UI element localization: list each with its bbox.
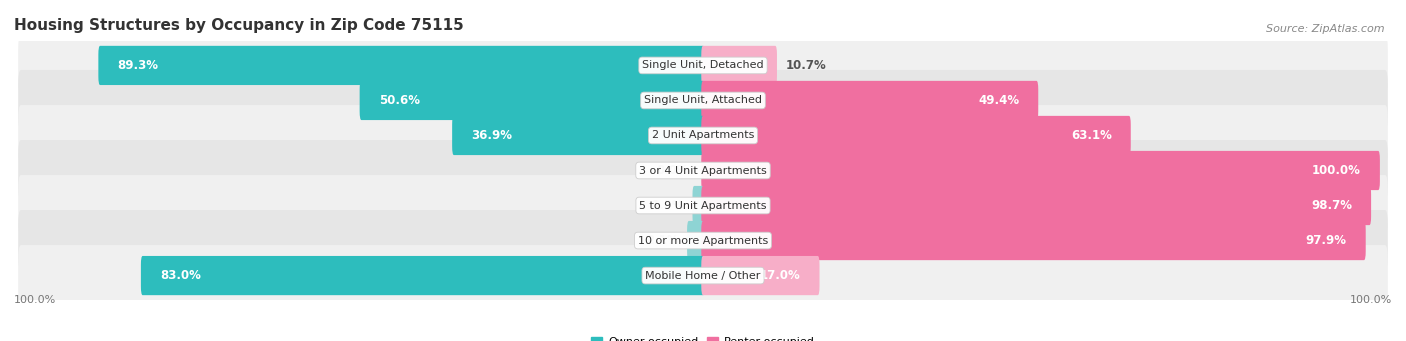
Text: Housing Structures by Occupancy in Zip Code 75115: Housing Structures by Occupancy in Zip C… — [14, 18, 464, 33]
FancyBboxPatch shape — [702, 186, 1371, 225]
Text: 2 Unit Apartments: 2 Unit Apartments — [652, 131, 754, 140]
Text: 5 to 9 Unit Apartments: 5 to 9 Unit Apartments — [640, 201, 766, 210]
Text: 83.0%: 83.0% — [160, 269, 201, 282]
FancyBboxPatch shape — [702, 151, 1379, 190]
FancyBboxPatch shape — [693, 186, 704, 225]
FancyBboxPatch shape — [18, 105, 1388, 166]
FancyBboxPatch shape — [702, 46, 778, 85]
Text: 17.0%: 17.0% — [759, 269, 800, 282]
FancyBboxPatch shape — [18, 210, 1388, 271]
FancyBboxPatch shape — [453, 116, 704, 155]
Text: 10.7%: 10.7% — [786, 59, 827, 72]
Text: 1.3%: 1.3% — [651, 199, 683, 212]
FancyBboxPatch shape — [141, 256, 704, 295]
Text: Source: ZipAtlas.com: Source: ZipAtlas.com — [1267, 24, 1385, 34]
Text: 63.1%: 63.1% — [1071, 129, 1112, 142]
Text: 100.0%: 100.0% — [14, 295, 56, 305]
FancyBboxPatch shape — [702, 256, 820, 295]
Text: 49.4%: 49.4% — [979, 94, 1019, 107]
Legend: Owner-occupied, Renter-occupied: Owner-occupied, Renter-occupied — [586, 332, 820, 341]
FancyBboxPatch shape — [18, 70, 1388, 131]
FancyBboxPatch shape — [702, 81, 1038, 120]
Text: Single Unit, Detached: Single Unit, Detached — [643, 60, 763, 71]
Text: 100.0%: 100.0% — [1350, 295, 1392, 305]
Text: 36.9%: 36.9% — [471, 129, 512, 142]
Text: Mobile Home / Other: Mobile Home / Other — [645, 270, 761, 281]
FancyBboxPatch shape — [18, 35, 1388, 96]
Text: 98.7%: 98.7% — [1312, 199, 1353, 212]
Text: 3 or 4 Unit Apartments: 3 or 4 Unit Apartments — [640, 165, 766, 176]
FancyBboxPatch shape — [18, 245, 1388, 306]
Text: Single Unit, Attached: Single Unit, Attached — [644, 95, 762, 105]
FancyBboxPatch shape — [360, 81, 704, 120]
FancyBboxPatch shape — [688, 221, 704, 260]
Text: 10 or more Apartments: 10 or more Apartments — [638, 236, 768, 246]
FancyBboxPatch shape — [18, 175, 1388, 236]
FancyBboxPatch shape — [702, 116, 1130, 155]
Text: 89.3%: 89.3% — [117, 59, 159, 72]
FancyBboxPatch shape — [18, 140, 1388, 201]
Text: 0.0%: 0.0% — [657, 164, 689, 177]
Text: 100.0%: 100.0% — [1312, 164, 1361, 177]
Text: 50.6%: 50.6% — [378, 94, 419, 107]
Text: 2.1%: 2.1% — [645, 234, 679, 247]
FancyBboxPatch shape — [702, 221, 1365, 260]
FancyBboxPatch shape — [98, 46, 704, 85]
Text: 97.9%: 97.9% — [1306, 234, 1347, 247]
